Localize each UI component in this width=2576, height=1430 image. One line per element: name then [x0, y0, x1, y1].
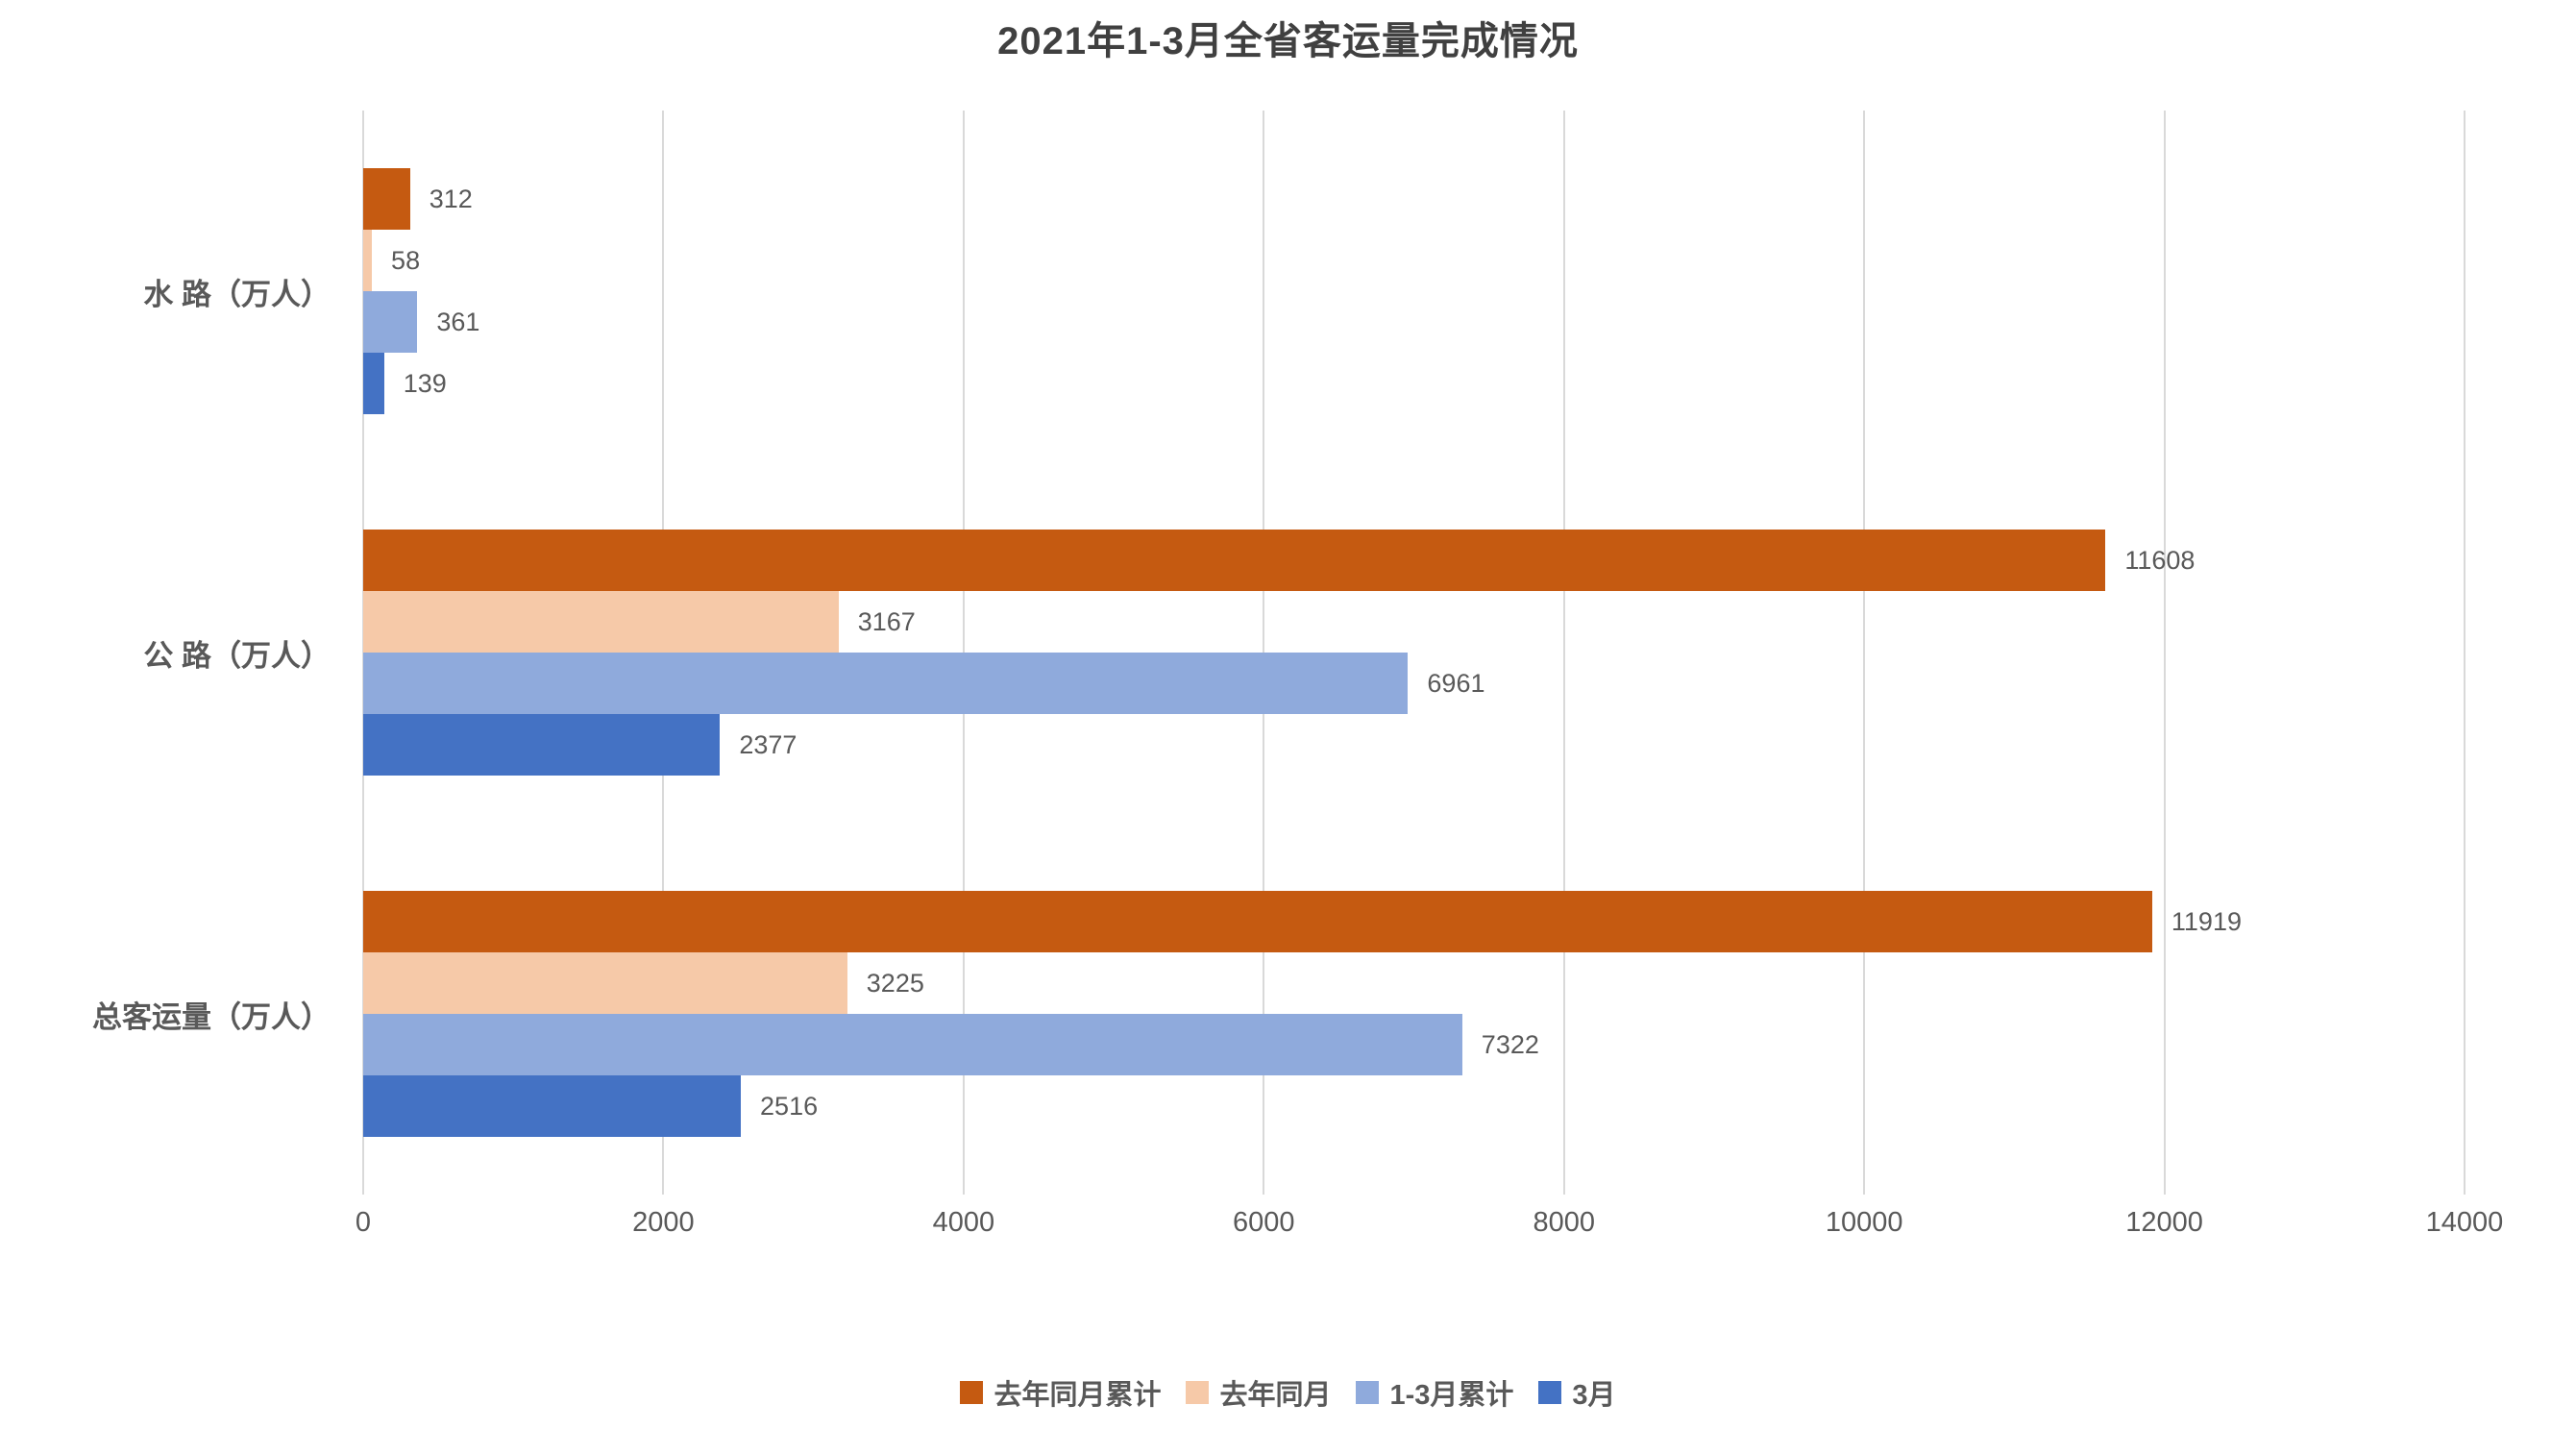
plot-area: 312 58 361 139 11608 3167 6961 2377 11919 3225 732… [362, 111, 2466, 1195]
legend-item: 3月 [1538, 1372, 1616, 1413]
x-tick-label: 6000 [1233, 1207, 1295, 1238]
bar-line: 11608 [363, 530, 2465, 591]
category-group: 11608 3167 6961 2377 [363, 472, 2465, 833]
x-tick-label: 12000 [2125, 1207, 2203, 1238]
bar-value-label: 7322 [1481, 1029, 1539, 1059]
legend-label: 1-3月累计 [1389, 1380, 1514, 1411]
bar-value-label: 3167 [857, 606, 916, 636]
bar [363, 653, 1409, 714]
legend-swatch-icon [960, 1381, 984, 1404]
legend-item: 去年同月 [1186, 1372, 1331, 1413]
bar-value-label: 2516 [760, 1091, 819, 1121]
x-tick-label: 14000 [2425, 1207, 2504, 1238]
bar-value-label: 3225 [866, 968, 924, 998]
legend-item: 去年同月累计 [960, 1372, 1161, 1413]
bar-line: 312 [363, 168, 2465, 230]
gridline [1562, 111, 1565, 1195]
bar [363, 591, 839, 653]
bar-line: 2516 [363, 1075, 2465, 1137]
bar-line: 6961 [363, 653, 2465, 714]
gridline [2464, 111, 2466, 1195]
x-tick-label: 8000 [1533, 1207, 1595, 1238]
y-axis-category-labels: 水 路（万人） 公 路（万人） 总客运量（万人） [0, 111, 346, 1195]
gridline [2163, 111, 2166, 1195]
bar [363, 530, 2106, 591]
bar-value-label: 11919 [2171, 906, 2242, 936]
bar-line: 2377 [363, 714, 2465, 776]
bar-line: 11919 [363, 891, 2465, 952]
legend-item: 1-3月累计 [1356, 1372, 1513, 1413]
legend-label: 去年同月 [1219, 1380, 1332, 1411]
category-group: 312 58 361 139 [363, 111, 2465, 472]
x-tick-label: 4000 [932, 1207, 995, 1238]
chart-title: 2021年1-3月全省客运量完成情况 [997, 20, 1579, 62]
category-label: 公 路（万人） [143, 638, 331, 673]
legend-swatch-icon [1356, 1381, 1380, 1404]
category-group: 11919 3225 7322 2516 [363, 833, 2465, 1195]
category-label: 总客运量（万人） [92, 999, 331, 1034]
bar-rows: 312 58 361 139 11608 3167 6961 2377 11919 3225 732… [363, 111, 2465, 1195]
legend-label: 去年同月累计 [994, 1380, 1162, 1411]
bar [363, 230, 373, 291]
x-tick-label: 10000 [1825, 1207, 1903, 1238]
legend-label: 3月 [1572, 1380, 1616, 1411]
legend: 去年同月累计 去年同月 1-3月累计 3月 [0, 1372, 2576, 1413]
bar-value-label: 361 [436, 307, 480, 336]
bar-line: 139 [363, 353, 2465, 414]
x-axis: 0 2000 4000 6000 8000 10000 12000 14000 [356, 1207, 2503, 1245]
bar [363, 1075, 742, 1137]
bar [363, 714, 721, 776]
bar [363, 952, 847, 1014]
bar [363, 168, 410, 230]
category-label: 水 路（万人） [143, 277, 331, 311]
bar [363, 1014, 1462, 1075]
x-tick-label: 0 [355, 1207, 372, 1238]
legend-swatch-icon [1186, 1381, 1210, 1404]
x-tick-label: 2000 [632, 1207, 695, 1238]
bar-line: 7322 [363, 1014, 2465, 1075]
bar-line: 58 [363, 230, 2465, 291]
bar-value-label: 6961 [1427, 668, 1485, 698]
bar-line: 3225 [363, 952, 2465, 1014]
gridline [1863, 111, 1866, 1195]
bar-value-label: 58 [391, 245, 421, 275]
legend-swatch-icon [1538, 1381, 1562, 1404]
bar-value-label: 11608 [2124, 545, 2196, 575]
bar [363, 891, 2152, 952]
bar-line: 3167 [363, 591, 2465, 653]
bar-value-label: 312 [429, 184, 473, 213]
bar [363, 353, 384, 414]
bar-value-label: 2377 [739, 729, 797, 759]
bar-line: 361 [363, 291, 2465, 353]
bar-value-label: 139 [403, 368, 447, 398]
bar [363, 291, 418, 353]
